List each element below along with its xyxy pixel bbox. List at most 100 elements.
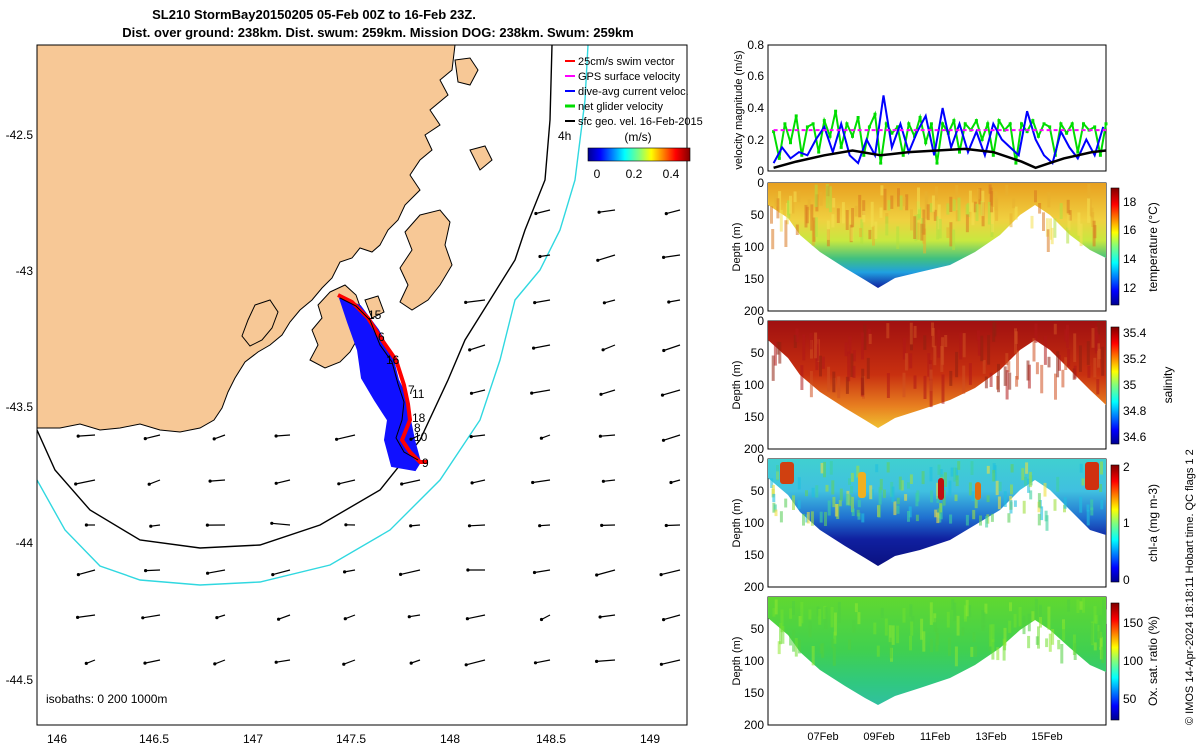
texture-cell <box>845 376 849 394</box>
ox-y-tick: 50 <box>751 622 765 636</box>
series-point <box>1098 153 1102 157</box>
texture-cell <box>1025 462 1029 474</box>
texture-cell <box>1073 365 1077 379</box>
texture-cell <box>922 209 926 235</box>
texture-cell <box>929 467 933 482</box>
current-vector-arrow <box>207 569 226 574</box>
current-vector-head <box>659 573 663 577</box>
series-point <box>794 114 798 118</box>
texture-cell <box>1003 366 1007 386</box>
current-vector-arrow <box>661 659 681 665</box>
texture-cell <box>1038 203 1042 214</box>
texture-cell <box>1030 215 1034 229</box>
texture-cell <box>949 514 953 524</box>
chl-cbar-tick: 0 <box>1123 573 1130 587</box>
texture-cell <box>847 351 851 382</box>
texture-cell <box>1026 360 1030 381</box>
current-vector-arrow <box>535 659 551 664</box>
ox-y-tick: 200 <box>744 718 764 732</box>
texture-cell <box>992 463 996 474</box>
texture-cell <box>776 198 780 219</box>
current-vector-arrow <box>466 659 486 666</box>
current-vector-head <box>274 481 278 485</box>
texture-cell <box>1032 338 1036 362</box>
texture-cell <box>802 334 806 361</box>
texture-cell <box>1040 506 1044 521</box>
texture-cell <box>1035 636 1039 645</box>
texture-cell <box>1056 476 1060 492</box>
ox-cbar-label: Ox. sat. ratio (%) <box>1146 616 1160 706</box>
texture-cell <box>1031 611 1035 622</box>
series-point <box>918 116 922 119</box>
texture-cell <box>1008 372 1012 390</box>
texture-cell <box>778 191 782 213</box>
map-panel: 15 6 16 7 11 18 8 10 9 4h 146 146.5 147 … <box>6 44 735 746</box>
texture-cell <box>968 605 972 618</box>
texture-cell <box>836 208 840 223</box>
texture-cell <box>995 197 999 221</box>
texture-cell <box>976 188 980 200</box>
chla-colorbar <box>1110 464 1120 583</box>
velocity-panel: 0.8 0.6 0.4 0.2 0 velocity magnitude (m/… <box>733 38 1108 178</box>
current-vector-arrow <box>336 434 356 440</box>
sal-cbar-tick: 35.2 <box>1123 352 1147 366</box>
sal-cbar-tick: 34.6 <box>1123 430 1147 444</box>
current-vector-head <box>599 392 603 396</box>
texture-cell <box>845 493 849 506</box>
current-vector-head <box>727 522 730 525</box>
series-point <box>783 122 787 126</box>
texture-cell <box>896 625 900 644</box>
texture-cell <box>770 478 774 488</box>
current-vector-arrow <box>78 569 96 576</box>
texture-cell <box>1067 349 1071 367</box>
texture-cell <box>943 472 947 487</box>
oxygen-panel: 50 100 150 200 Depth (m) 50 100 150 Ox. … <box>731 596 1160 743</box>
texture-cell <box>798 639 801 654</box>
texture-cell <box>1047 606 1051 630</box>
current-vector-head <box>74 482 78 486</box>
texture-cell <box>862 200 866 215</box>
day-label: 15 <box>368 308 382 322</box>
texture-cell <box>1076 599 1080 613</box>
current-vector-head <box>732 437 735 440</box>
track-line <box>339 297 419 461</box>
texture-cell <box>931 195 935 212</box>
map-y-tick: -43 <box>16 264 34 278</box>
texture-cell <box>834 504 838 517</box>
current-vector-arrow <box>409 614 421 618</box>
current-vector-arrow <box>338 479 356 485</box>
current-vector-head <box>84 661 88 666</box>
map-x-tick: 147 <box>243 732 263 746</box>
texture-cell <box>804 204 808 228</box>
current-vector-head <box>141 616 145 620</box>
chl-y-tick: 150 <box>744 548 764 562</box>
texture-cell <box>802 513 805 526</box>
texture-cell <box>1042 212 1045 231</box>
chla-panel: 0 50 100 150 200 Depth (m) 0 1 2 chl-a (… <box>731 452 1160 594</box>
texture-cell <box>936 512 940 524</box>
oxygen-texture <box>772 598 1107 667</box>
texture-cell <box>1046 229 1050 252</box>
current-vector-head <box>407 615 411 619</box>
texture-cell <box>965 214 969 233</box>
current-vector-arrow <box>534 299 551 304</box>
texture-cell <box>918 209 921 219</box>
series-point <box>1014 161 1018 165</box>
texture-cell <box>922 631 926 652</box>
legend-label: sfc geo. vel. 16-Feb-2015 <box>578 116 703 128</box>
current-vector-arrow <box>539 254 551 258</box>
texture-cell <box>771 355 775 381</box>
texture-cell <box>851 496 854 513</box>
texture-cell <box>868 333 872 344</box>
series-point <box>952 119 956 123</box>
texture-cell <box>1040 364 1044 394</box>
current-vector-arrow <box>668 299 681 303</box>
current-vector-arrow <box>662 389 681 396</box>
current-vector-arrow <box>471 479 486 484</box>
texture-cell <box>902 197 906 207</box>
texture-cell <box>891 625 895 645</box>
colorbar-tick: 0.4 <box>663 167 680 181</box>
colorbar-tick: 0.2 <box>626 167 643 181</box>
texture-cell <box>890 195 894 209</box>
salinity-texture <box>771 322 1105 408</box>
